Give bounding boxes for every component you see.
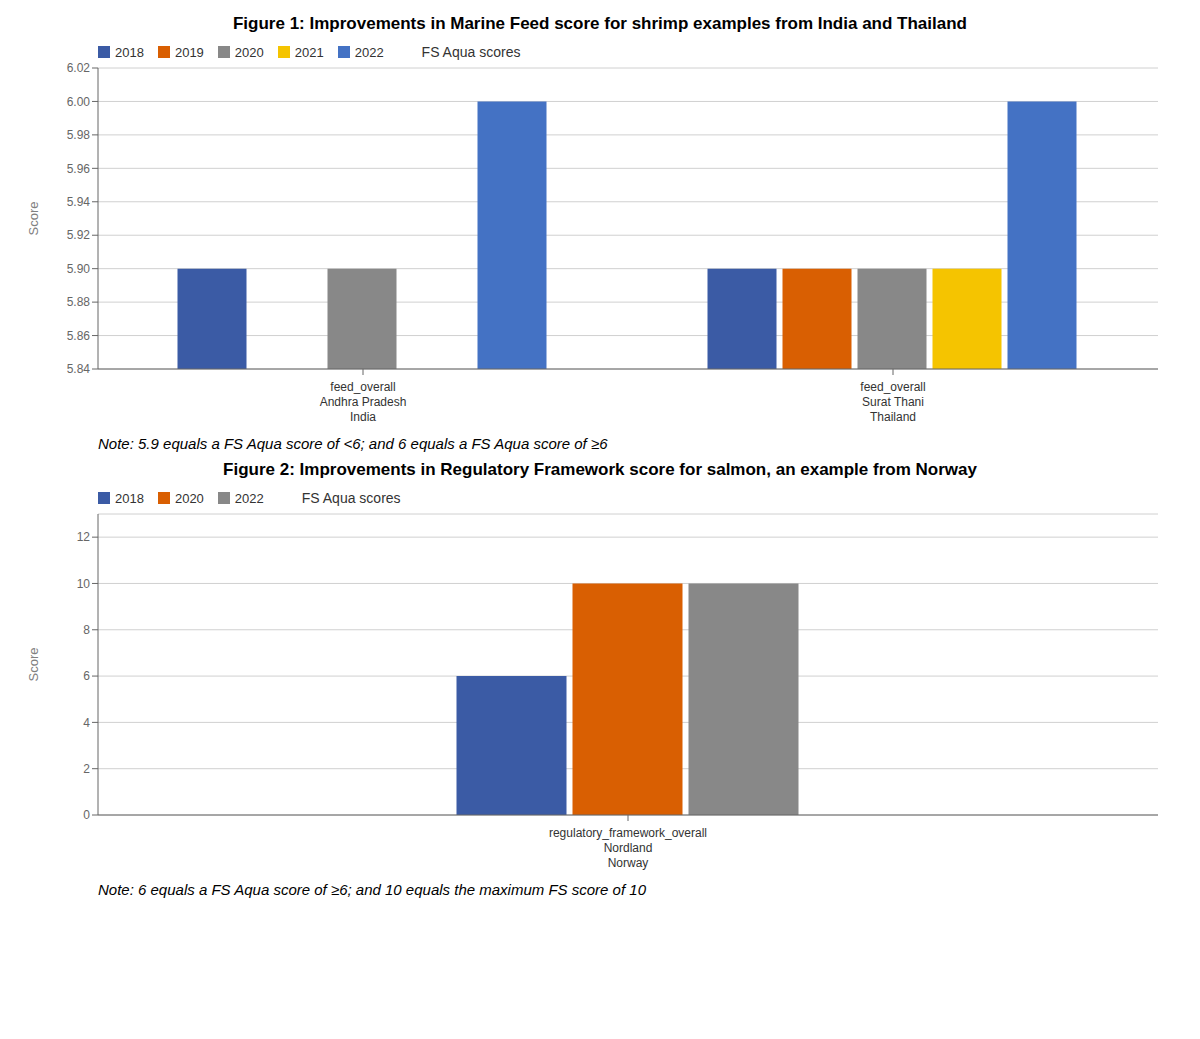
svg-text:5.92: 5.92 (67, 228, 91, 242)
svg-text:8: 8 (83, 623, 90, 637)
html-text:2020: 2020 (234, 44, 264, 60)
html-text:Note: 5.9 equals a FS Aqua sco: Note: 5.9 equals a FS Aqua score of <6; … (98, 435, 608, 452)
svg-text:6: 6 (83, 669, 90, 683)
html-text:FS Aqua scores: FS Aqua scores (301, 490, 401, 506)
svg-text:4: 4 (83, 716, 90, 730)
svg-text:5.94: 5.94 (67, 195, 91, 209)
svg-text:5.96: 5.96 (67, 162, 91, 176)
html-text:Figure 1: Improvements in Mari: Figure 1: Improvements in Marine Feed sc… (233, 14, 967, 33)
html-text:Note: 6 equals a FS Aqua score: Note: 6 equals a FS Aqua score of ≥6; an… (98, 881, 646, 898)
html-text:2019: 2019 (174, 44, 204, 60)
html-text:2022: 2022 (354, 44, 384, 60)
svg-text:regulatory_framework_overallNo: regulatory_framework_overallNordlandNorw… (549, 826, 707, 870)
svg-text:feed_overallAndhra PradeshIndi: feed_overallAndhra PradeshIndia (320, 380, 407, 424)
html-text:FS Aqua scores: FS Aqua scores (421, 44, 521, 60)
svg-text:2: 2 (83, 762, 90, 776)
svg-text:feed_overallSurat ThaniThailan: feed_overallSurat ThaniThailand (860, 380, 925, 424)
svg-text:5.84: 5.84 (67, 362, 91, 376)
html-text:2022: 2022 (234, 490, 264, 506)
svg-text:6.00: 6.00 (67, 95, 91, 109)
html-text:2020: 2020 (174, 490, 204, 506)
svg-text:5.86: 5.86 (67, 329, 91, 343)
svg-text:5.98: 5.98 (67, 128, 91, 142)
svg-text:5.90: 5.90 (67, 262, 91, 276)
svg-text:0: 0 (83, 808, 90, 822)
html-text:Figure 2: Improvements in Regu: Figure 2: Improvements in Regulatory Fra… (223, 460, 977, 479)
html-text:2018: 2018 (115, 44, 144, 60)
svg-text:5.88: 5.88 (67, 295, 91, 309)
svg-text:10: 10 (77, 577, 91, 591)
html-text:2018: 2018 (115, 490, 144, 506)
svg-text:Score: Score (26, 648, 41, 682)
svg-text:12: 12 (77, 530, 91, 544)
svg-text:6.02: 6.02 (67, 61, 91, 75)
html-text:2021: 2021 (294, 44, 324, 60)
svg-text:Score: Score (26, 202, 41, 236)
